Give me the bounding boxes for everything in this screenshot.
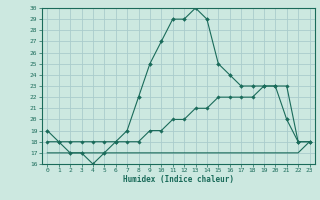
X-axis label: Humidex (Indice chaleur): Humidex (Indice chaleur)	[123, 175, 234, 184]
